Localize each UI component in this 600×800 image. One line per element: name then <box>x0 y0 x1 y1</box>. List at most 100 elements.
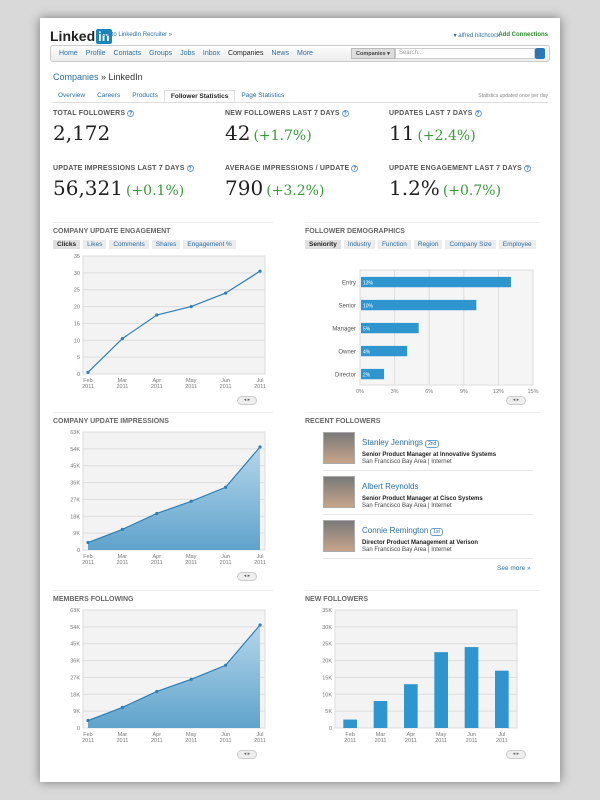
help-icon[interactable]: ? <box>523 165 531 172</box>
see-more-link[interactable]: See more » <box>497 565 531 572</box>
avatar[interactable] <box>323 476 355 508</box>
demographics-bar-chart: 0% 3% 6% 9% 12% 15% Entry 13% Senior 10% Manager 5%… <box>332 269 539 395</box>
stat-label-text: UPDATES LAST 7 DAYS <box>389 110 473 117</box>
x-tick-label: Mar <box>118 554 128 560</box>
add-connections-link[interactable]: Add Connections <box>498 32 548 38</box>
tab-clicks[interactable]: Clicks <box>53 240 81 249</box>
members-following-area-chart: 09K18K27K36K45K54K63KFeb2011Mar2011Apr20… <box>70 608 266 744</box>
tab-comments[interactable]: Comments <box>109 240 149 249</box>
tab-region[interactable]: Region <box>413 240 443 249</box>
follower-item: Connie Remington 1st Director Product Mana… <box>323 515 533 559</box>
linkedin-logo[interactable]: Linked in <box>50 28 112 44</box>
follower-name[interactable]: Stanley Jennings <box>362 438 423 447</box>
stat-label-text: TOTAL FOLLOWERS <box>53 110 126 117</box>
series-line <box>87 446 261 544</box>
company-tabs: Overview Careers Products Follower Stati… <box>52 90 548 103</box>
help-icon[interactable]: ? <box>351 165 359 172</box>
x-tick-label: 2011 <box>375 738 387 744</box>
tab-careers[interactable]: Careers <box>97 92 121 99</box>
help-icon[interactable]: ? <box>186 165 194 172</box>
nav-groups[interactable]: Groups <box>149 50 173 57</box>
x-tick-label: May <box>186 378 197 384</box>
stat-label: UPDATES LAST 7 DAYS? <box>389 110 482 117</box>
data-point <box>258 445 262 449</box>
nav-inbox[interactable]: Inbox <box>202 50 221 57</box>
x-tick-label: Jul <box>256 378 263 384</box>
search-input[interactable]: Search... <box>394 48 535 59</box>
data-point <box>258 623 262 627</box>
engagement-section: COMPANY UPDATE ENGAGEMENT Clicks Likes C… <box>53 222 273 249</box>
nav-contacts[interactable]: Contacts <box>113 50 142 57</box>
tab-shares[interactable]: Shares <box>151 240 181 249</box>
chart-pager[interactable]: ◂ ▸ <box>237 396 257 405</box>
stat-value: 2,172 <box>53 121 134 145</box>
x-tick-label: 2011 <box>254 738 266 744</box>
nav-home[interactable]: Home <box>59 50 78 57</box>
bar <box>404 684 418 728</box>
nav-profile[interactable]: Profile <box>85 50 106 57</box>
search-scope-select[interactable]: Companies ▾ <box>351 48 395 59</box>
follower-name[interactable]: Albert Reynolds <box>362 482 419 491</box>
tab-engagement-pct[interactable]: Engagement % <box>183 240 236 249</box>
chart-pager[interactable]: ◂ ▸ <box>237 750 257 759</box>
user-menu[interactable]: ▾ alfred hitchcock <box>453 33 500 39</box>
y-tick-label: 36K <box>70 481 80 487</box>
data-point <box>189 304 193 309</box>
stat-label: AVERAGE IMPRESSIONS / UPDATE? <box>225 165 359 172</box>
search-button[interactable]: ⚲ <box>535 48 545 59</box>
chart-pager[interactable]: ◂ ▸ <box>506 750 526 759</box>
x-tick-label: 2011 <box>82 384 94 390</box>
nav-news[interactable]: News <box>271 50 289 57</box>
tab-function[interactable]: Function <box>377 240 411 249</box>
connection-degree-badge: 1st <box>430 528 443 536</box>
area-fill <box>88 446 260 550</box>
bar-label: 10% <box>363 304 374 310</box>
tab-follower-statistics[interactable]: Follower Statistics <box>163 90 236 102</box>
data-point <box>224 485 228 489</box>
y-tick-label: 9K <box>73 531 80 537</box>
tab-seniority[interactable]: Seniority <box>305 240 341 249</box>
nav-jobs[interactable]: Jobs <box>180 50 195 57</box>
x-tick-label: Mar <box>376 732 386 738</box>
nav-companies[interactable]: Companies <box>228 50 264 57</box>
bar-label: 13% <box>363 281 374 287</box>
avatar[interactable] <box>323 520 355 552</box>
data-point <box>86 718 90 723</box>
tab-company-size[interactable]: Company Size <box>445 240 496 249</box>
section-title: COMPANY UPDATE IMPRESSIONS <box>53 412 273 425</box>
tab-overview[interactable]: Overview <box>58 92 86 99</box>
tab-page-statistics[interactable]: Page Statistics <box>241 92 285 99</box>
breadcrumb-companies[interactable]: Companies <box>53 72 99 82</box>
help-icon[interactable]: ? <box>341 110 349 117</box>
tab-industry[interactable]: Industry <box>343 240 375 249</box>
help-icon[interactable]: ? <box>474 110 482 117</box>
stat-number: 11 <box>389 121 415 145</box>
help-icon[interactable]: ? <box>127 110 135 117</box>
x-tick-label: 2011 <box>344 738 356 744</box>
x-tick-label: 2011 <box>151 560 163 566</box>
chart-pager[interactable]: ◂ ▸ <box>506 396 526 405</box>
stat-block: NEW FOLLOWERS LAST 7 DAYS? 42 (+1.7%) <box>225 110 349 145</box>
avatar[interactable] <box>323 432 355 464</box>
tab-employee[interactable]: Employee <box>498 240 536 249</box>
recruiter-link[interactable]: Go to LinkedIn Recruiter » <box>102 32 173 38</box>
tab-likes[interactable]: Likes <box>83 240 107 249</box>
stat-label: UPDATE ENGAGEMENT LAST 7 DAYS? <box>389 165 531 172</box>
x-tick-label: 2011 <box>496 738 508 744</box>
bar <box>343 719 357 728</box>
x-tick-label: 2011 <box>116 738 128 744</box>
y-tick-label: 0 <box>77 726 80 732</box>
plot-area <box>82 255 266 375</box>
data-point <box>258 269 262 273</box>
tab-products[interactable]: Products <box>132 92 158 99</box>
bar <box>361 345 408 357</box>
y-tick-label: 18K <box>70 514 80 520</box>
breadcrumb-current: LinkedIn <box>108 72 143 82</box>
chart-pager[interactable]: ◂ ▸ <box>237 572 257 581</box>
x-tick-label: 2011 <box>116 560 128 566</box>
data-point <box>155 511 159 516</box>
main-nav: Home Profile Contacts Groups Jobs Inbox … <box>50 45 550 62</box>
follower-name[interactable]: Connie Remington <box>362 526 429 535</box>
stat-value: 11 (+2.4%) <box>389 121 482 145</box>
nav-more[interactable]: More <box>296 50 313 57</box>
